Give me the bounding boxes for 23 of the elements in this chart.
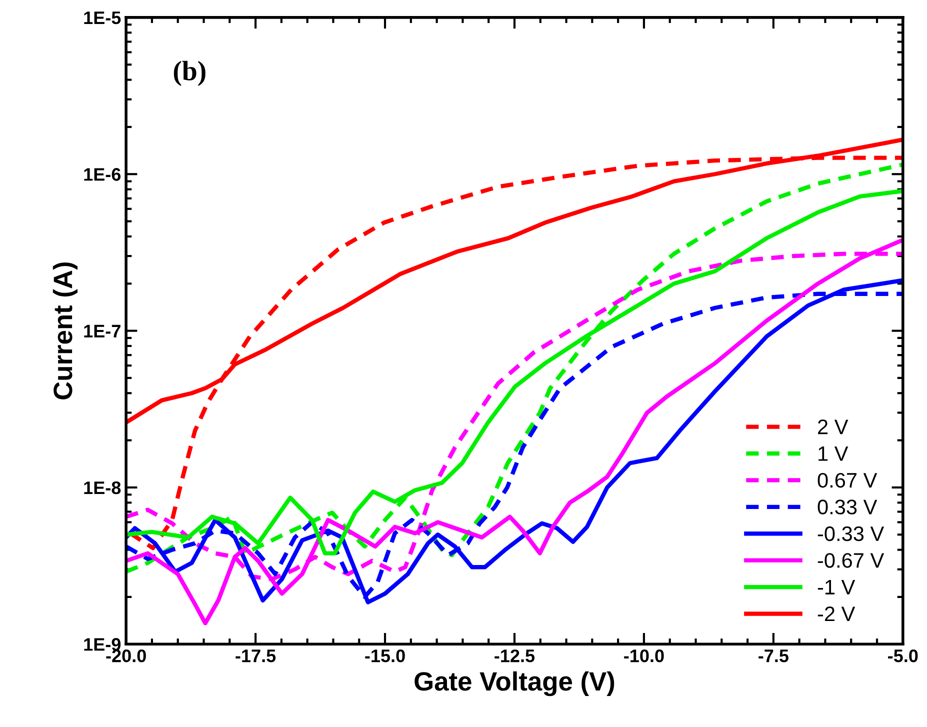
legend-label: 1 V: [818, 446, 848, 461]
x-tick-label: -12.5: [494, 649, 535, 662]
legend-label: 2 V: [818, 420, 848, 434]
legend-label: 0.67 V: [818, 472, 878, 488]
x-tick-label: -20.0: [106, 649, 146, 662]
y-tick-label: 1E-6: [84, 168, 121, 181]
legend-label: -1 V: [818, 580, 856, 594]
legend-label: 0.33 V: [818, 500, 878, 514]
y-tick-label: 1E-7: [84, 324, 120, 338]
y-axis-title: Current (A): [52, 262, 78, 400]
x-tick-label: -10.0: [624, 649, 664, 662]
x-tick-label: -5.0: [888, 649, 918, 662]
legend-label: -0.67 V: [818, 553, 884, 568]
legend-label: -0.33 V: [818, 526, 884, 542]
annotation: (b): [174, 60, 206, 86]
y-tick-label: 1E-8: [84, 481, 121, 494]
y-tick-label: 1E-5: [84, 12, 121, 24]
x-tick-label: -15.0: [365, 649, 405, 662]
legend-label: -2 V: [818, 606, 856, 622]
x-axis-title: Gate Voltage (V): [414, 671, 614, 696]
y-tick-label: 1E-9: [84, 638, 121, 651]
x-tick-label: -7.5: [758, 650, 788, 662]
x-tick-label: -17.5: [236, 650, 276, 662]
